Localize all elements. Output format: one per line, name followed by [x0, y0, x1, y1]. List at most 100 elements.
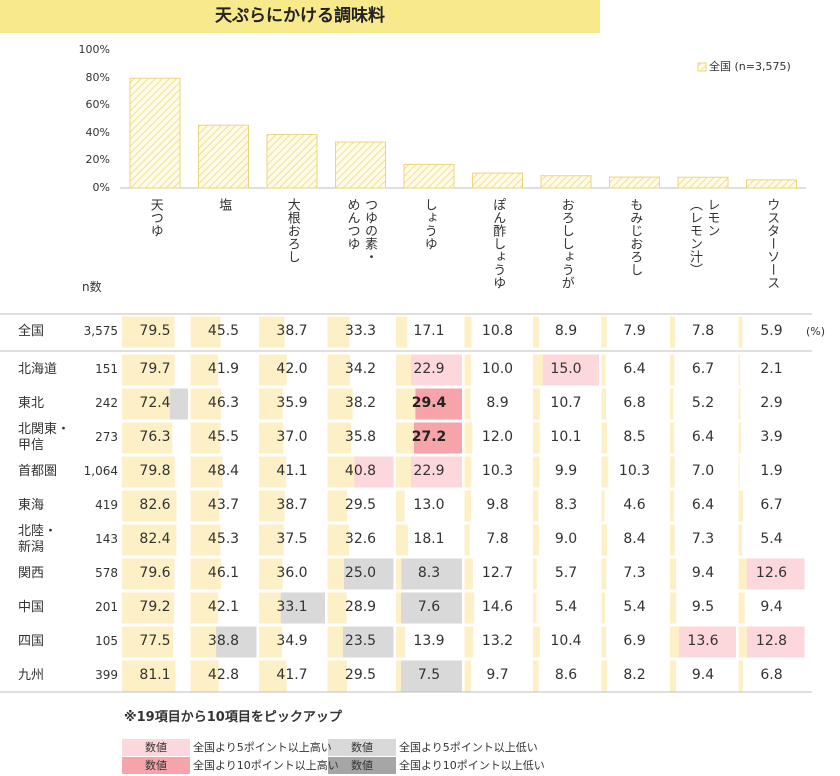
cell-bar: [122, 592, 175, 624]
cell-bar: [396, 490, 405, 522]
cell-bar: [738, 592, 745, 624]
unit: (%): [806, 325, 826, 338]
cell-value: 12.0: [481, 429, 514, 445]
cell-value: 42.1: [207, 599, 240, 615]
cell-value: 29.5: [344, 667, 377, 683]
cell-bar: [601, 524, 608, 556]
cell-bar: [122, 558, 175, 590]
cell-bar: [122, 626, 174, 658]
cell-bar: [464, 592, 475, 624]
cell-value: 5.9: [760, 323, 783, 339]
cell-bar: [327, 592, 347, 624]
cell-value: 5.4: [760, 531, 783, 547]
legend-swatch: [122, 739, 190, 756]
cell-value: 7.3: [691, 531, 715, 547]
cell-bar: [738, 422, 742, 454]
cell-highlight: [396, 660, 462, 692]
cell-bar: [464, 316, 472, 348]
x-tick-label: しょうゆ: [421, 198, 437, 250]
cell-value: 8.3: [554, 497, 578, 513]
cell-value: 9.7: [486, 667, 509, 683]
cell-value: 12.8: [755, 633, 788, 649]
cell-bar: [738, 626, 747, 658]
bar: [266, 134, 318, 189]
cell-bar: [670, 524, 675, 556]
cell-bar: [464, 660, 471, 692]
y-tick-label: 80%: [85, 70, 110, 84]
cell-bar: [327, 660, 347, 692]
row-name: 北海道: [18, 361, 58, 377]
cell-bar: [738, 354, 740, 386]
cell-value: 7.9: [623, 323, 646, 339]
bar: [129, 77, 181, 189]
row-name: 東北: [18, 395, 45, 411]
cell-value: 10.1: [550, 429, 582, 445]
x-tick-label: もみじおろし: [627, 198, 643, 276]
cell-value: 7.8: [486, 531, 509, 547]
cell-value: 42.0: [276, 361, 308, 377]
cell-bar: [533, 388, 541, 420]
cell-highlight: [396, 592, 462, 624]
cell-bar: [259, 524, 284, 556]
y-tick-label: 20%: [85, 153, 110, 167]
row-n: 3,575: [83, 324, 118, 338]
cell-highlight: [533, 354, 599, 386]
cell-value: 17.1: [413, 323, 445, 339]
cell-value: 1.9: [760, 463, 783, 479]
cell-bar: [327, 316, 350, 348]
cell-value: 82.6: [139, 497, 171, 513]
cell-value: 33.1: [276, 599, 308, 615]
cell-value: 18.1: [413, 531, 445, 547]
cell-value: 22.9: [413, 361, 445, 377]
cell-bar: [464, 558, 473, 590]
cell-bar: [259, 660, 287, 692]
cell-value: 5.2: [691, 395, 715, 411]
cell-bar: [464, 524, 470, 556]
x-tick-label: 大根おろし: [284, 198, 300, 263]
row-n: 242: [95, 396, 118, 410]
cell-bar: [464, 626, 474, 658]
cell-value: 79.6: [139, 565, 171, 581]
cell-value: 6.7: [691, 361, 715, 377]
cell-bar: [190, 316, 221, 348]
cell-value: 10.7: [550, 395, 582, 411]
y-tick-label: 40%: [85, 125, 110, 139]
cell-value: 29.4: [411, 395, 447, 411]
y-tick-label: 0%: [92, 181, 110, 194]
legend-swatch-label: 数値: [145, 759, 167, 772]
legend-text: 全国より5ポイント以上高い: [193, 741, 332, 754]
cell-value: 41.9: [207, 361, 240, 377]
cell-bar: [396, 660, 401, 692]
cell-value: 8.6: [554, 667, 578, 683]
cell-value: 8.5: [623, 429, 646, 445]
cell-bar: [122, 316, 175, 348]
cell-value: 9.0: [554, 531, 578, 547]
cell-value: 8.9: [486, 395, 509, 411]
cell-bar: [327, 456, 355, 488]
row-n: 399: [95, 668, 118, 682]
row-n: 1,064: [83, 464, 118, 478]
legend-swatch-label: 数値: [351, 741, 373, 754]
cell-bar: [327, 558, 344, 590]
cell-value: 10.0: [481, 361, 514, 377]
cell-value: 36.0: [276, 565, 308, 581]
cell-bar: [327, 626, 344, 658]
cell-value: 4.6: [623, 497, 646, 513]
cell-value: 5.4: [623, 599, 646, 615]
cell-bar: [327, 422, 352, 454]
cell-bar: [738, 456, 740, 488]
cell-bar: [601, 592, 606, 624]
cell-bar: [601, 490, 605, 522]
cell-value: 9.4: [760, 599, 783, 615]
cell-bar: [670, 316, 676, 348]
cell-value: 29.5: [344, 497, 377, 513]
cell-value: 40.8: [344, 463, 377, 479]
cell-highlight: [396, 558, 462, 590]
cell-bar: [670, 456, 675, 488]
row-n: 201: [95, 600, 118, 614]
x-tick-label: 塩: [216, 198, 232, 211]
legend-label: 全国 (n=3,575): [709, 60, 791, 73]
cell-value: 45.5: [207, 323, 240, 339]
row-n: 151: [95, 362, 118, 376]
cell-bar: [122, 422, 173, 454]
